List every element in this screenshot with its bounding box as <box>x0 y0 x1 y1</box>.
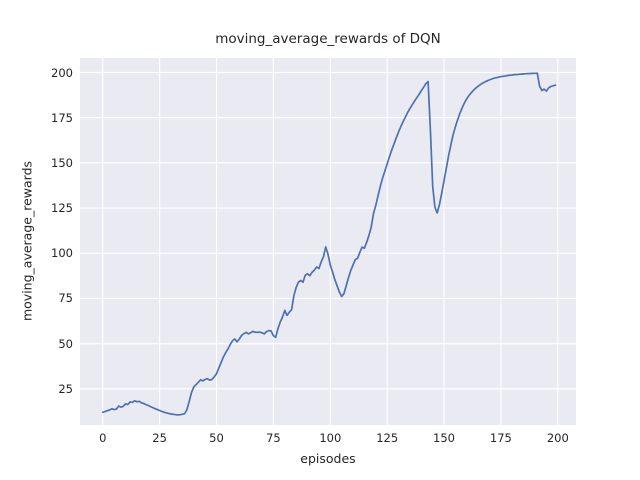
y-tick-label: 25 <box>58 381 73 396</box>
y-tick-label: 125 <box>51 201 73 216</box>
x-tick-label: 200 <box>546 431 569 445</box>
x-tick-label: 0 <box>99 431 107 445</box>
x-tick-label: 125 <box>376 431 399 445</box>
x-tick-label: 75 <box>266 431 281 445</box>
y-tick-label: 100 <box>51 246 73 261</box>
y-tick-label: 175 <box>51 110 73 125</box>
y-tick-label: 75 <box>58 291 73 306</box>
x-tick-label: 50 <box>209 431 224 445</box>
y-tick-label: 150 <box>51 155 73 170</box>
axes-background <box>80 58 576 425</box>
x-tick-label: 150 <box>433 431 455 445</box>
series-line <box>101 72 557 416</box>
y-tick-label: 200 <box>51 65 73 80</box>
x-tick-label: 25 <box>152 431 167 445</box>
y-tick-label: 50 <box>58 336 73 351</box>
x-tick-label: 175 <box>489 431 512 445</box>
x-axis-label: episodes <box>300 451 356 466</box>
x-tick-label: 100 <box>319 431 342 445</box>
chart-title: moving_average_rewards of DQN <box>215 31 441 47</box>
y-axis-label: moving_average_rewards <box>19 160 35 322</box>
